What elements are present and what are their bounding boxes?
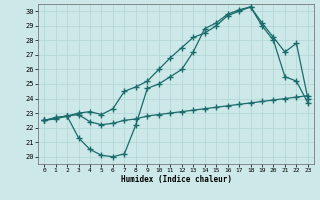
X-axis label: Humidex (Indice chaleur): Humidex (Indice chaleur): [121, 175, 231, 184]
